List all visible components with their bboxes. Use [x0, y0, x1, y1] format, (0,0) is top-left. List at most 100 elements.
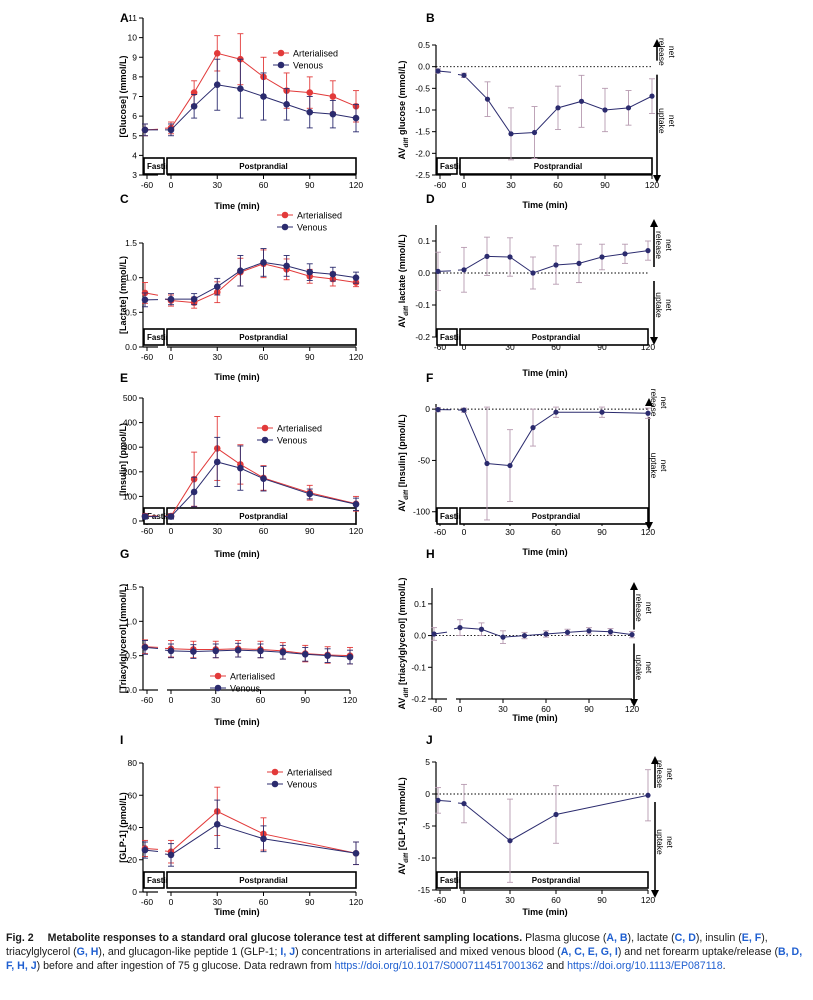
- data-point: [167, 851, 175, 859]
- data-point: [622, 251, 628, 257]
- data-point: [352, 850, 360, 857]
- y-axis-title: [Insulin] (pmol/L): [118, 423, 128, 496]
- data-point: [260, 835, 267, 843]
- data-point: [629, 632, 635, 638]
- data-point: [237, 267, 244, 275]
- data-point: [190, 488, 198, 496]
- x-tick-label: 0: [169, 897, 174, 907]
- y-tick-label: 300: [123, 442, 137, 452]
- x-tick-label: 90: [584, 704, 594, 714]
- data-point: [553, 262, 559, 268]
- y-tick-label: 7: [132, 92, 137, 102]
- legend-marker: [261, 424, 269, 432]
- series-line: [463, 794, 649, 842]
- x-tick-label: 0: [169, 526, 174, 536]
- data-point: [329, 270, 337, 278]
- y-tick-label: -50: [418, 455, 431, 465]
- legend-label: Venous: [230, 684, 261, 694]
- data-point: [507, 838, 513, 844]
- postprandial-band: [166, 871, 357, 889]
- y-tick-label: 0.0: [418, 268, 430, 278]
- y-tick-label: 11: [128, 13, 137, 23]
- data-point: [607, 629, 614, 635]
- y-tick-label: 1.0: [125, 616, 137, 626]
- panel-letter: C: [120, 192, 129, 206]
- data-point: [260, 475, 267, 482]
- data-point: [213, 283, 221, 290]
- release-label-1: net: [665, 768, 675, 780]
- x-tick-label: 0: [462, 180, 467, 190]
- y-tick-label: -0.5: [415, 83, 430, 93]
- data-point: [586, 628, 592, 634]
- y-tick-label: 0.1: [418, 236, 430, 246]
- x-tick-label: -60: [141, 352, 154, 362]
- series-line: [463, 409, 649, 467]
- panel-letter: I: [120, 733, 123, 747]
- data-point: [260, 93, 267, 100]
- data-point: [352, 114, 360, 122]
- y-tick-label: 0.0: [418, 62, 430, 72]
- data-point: [507, 254, 513, 260]
- data-point: [553, 409, 559, 415]
- data-point: [645, 410, 651, 416]
- y-title-rest: glucose (mmol/L): [397, 61, 407, 138]
- fasting-band: [436, 871, 458, 889]
- x-tick-label: 30: [213, 526, 223, 536]
- data-point: [257, 647, 264, 655]
- y-tick-label: 8: [132, 72, 137, 82]
- uptake-arrowhead: [650, 337, 658, 345]
- y-tick-label: 100: [123, 491, 137, 501]
- release-label-1: net: [644, 602, 654, 614]
- x-tick-label: 60: [541, 704, 551, 714]
- release-label-2: release: [657, 38, 667, 66]
- postprandial-label: Postprandial: [532, 512, 580, 521]
- panel-letter: J: [426, 733, 433, 747]
- panel-e: E 0 100 200 300 400 500 -60 0 30 60 90 120 Time (min)…: [118, 371, 363, 559]
- data-point: [435, 407, 441, 413]
- y-tick-label: 1.0: [125, 273, 137, 283]
- postprandial-label: Postprandial: [239, 333, 287, 342]
- x-tick-label: 120: [343, 695, 357, 705]
- y-tick-label: 0.5: [418, 40, 430, 50]
- y-axis-title: [Glucose] (mmol/L): [118, 55, 128, 137]
- data-point: [260, 259, 267, 266]
- y-tick-label: 9: [132, 52, 137, 62]
- data-point: [329, 110, 337, 118]
- x-tick-label: 90: [600, 180, 610, 190]
- x-tick-label: 120: [349, 526, 363, 536]
- data-point: [484, 96, 491, 102]
- legend-marker: [277, 49, 285, 57]
- y-tick-label: 1.5: [125, 582, 137, 592]
- y-axis-title: [GLP-1] (pmol/L): [118, 792, 128, 863]
- y-axis-title: AVdiff glucose (mmol/L): [397, 61, 410, 160]
- x-tick-label: 60: [259, 180, 269, 190]
- release-arrowhead: [645, 398, 653, 406]
- release-label-2: release: [654, 231, 664, 259]
- doi-link-1[interactable]: https://doi.org/10.1017/S000711451700136…: [334, 960, 544, 972]
- postprandial-band: [459, 507, 649, 525]
- legend-label: Venous: [277, 436, 308, 446]
- data-point: [213, 50, 221, 57]
- data-point: [461, 407, 467, 413]
- doi-link-2[interactable]: https://doi.org/10.1113/EP087118: [567, 960, 723, 972]
- series-line: [170, 810, 357, 854]
- fasting-band: [143, 328, 165, 346]
- x-tick-label: 120: [641, 342, 655, 352]
- data-point: [306, 89, 314, 96]
- x-tick-label: 120: [349, 897, 363, 907]
- caption-text: Plasma glucose (: [522, 932, 607, 944]
- x-tick-label: 60: [553, 180, 563, 190]
- release-label-2: release: [634, 594, 644, 622]
- y-title-sub: diff: [403, 852, 410, 863]
- fasting-label: Fasting: [440, 162, 469, 171]
- fasting-label: Fasting: [147, 162, 176, 171]
- x-tick-label: 60: [259, 897, 269, 907]
- panel-c: C 0.0 0.5 1.0 1.5 -60 0 30 60 90 120 Time (min) Fast…: [118, 192, 363, 382]
- postprandial-band: [459, 328, 649, 346]
- data-point: [141, 513, 149, 520]
- data-point: [141, 846, 149, 854]
- x-tick-label: 0: [462, 527, 467, 537]
- caption-ref: I, J: [280, 946, 296, 958]
- x-tick-label: 30: [506, 180, 516, 190]
- x-tick-label: 30: [213, 897, 223, 907]
